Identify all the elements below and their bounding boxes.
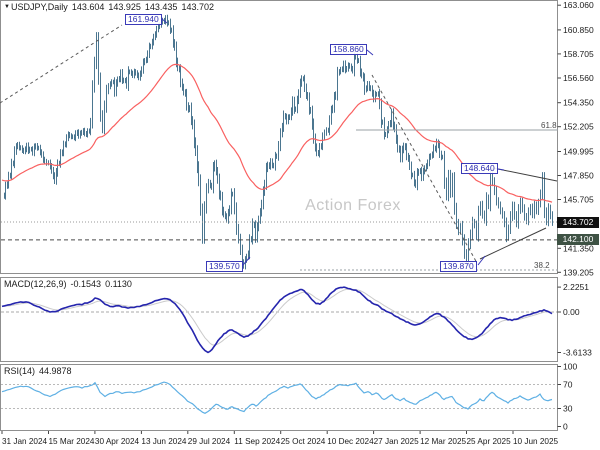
rsi-label: RSI(14) <box>4 366 36 376</box>
rsi-axis-ticks: 100 70 30 0 <box>557 362 577 432</box>
rsi-panel[interactable]: 100 70 30 0 RSI(14) 44.9878 <box>0 362 600 432</box>
price-axis-label: 139.205 <box>563 267 594 277</box>
fib-label: 61.8 <box>541 121 557 130</box>
moving-average-line[interactable] <box>1 63 553 203</box>
callout-connector <box>366 49 374 56</box>
ohlc-bars <box>4 14 553 270</box>
collapse-icon[interactable]: ▼ <box>4 4 10 10</box>
date-label: 30 Apr 2024 <box>95 437 140 446</box>
macd-chart-canvas[interactable]: 2.2251 0.00 -3.6133 <box>0 277 600 362</box>
trendline[interactable] <box>0 24 123 104</box>
rsi-header: RSI(14) 44.9878 <box>4 366 76 376</box>
rsi-axis-label: 70 <box>563 380 573 390</box>
date-label: 31 Jan 2024 <box>2 437 48 446</box>
rsi-plot-border <box>0 364 558 431</box>
price-chart-canvas[interactable]: 163.060 160.850 158.705 156.560 154.350 152.2… <box>0 0 600 277</box>
fib-label: 38.2 <box>534 261 550 270</box>
date-label: 11 Sep 2024 <box>234 437 280 446</box>
macd-label: MACD(12,26,9) <box>4 279 67 289</box>
callout-connector <box>497 168 505 171</box>
symbol-name: USDJPY,Daily <box>10 2 68 12</box>
watermark: Action Forex <box>305 197 401 214</box>
price-axis-label: 152.205 <box>563 122 594 132</box>
date-label: 13 Jun 2024 <box>141 437 187 446</box>
price-axis-label: 160.850 <box>563 25 594 35</box>
rsi-axis-label: 100 <box>563 362 577 372</box>
price-plot-border <box>0 0 558 274</box>
rsi-chart-canvas[interactable]: 100 70 30 0 <box>0 362 600 432</box>
price-axis-label: 141.350 <box>563 243 594 253</box>
price-open: 143.604 <box>71 2 105 12</box>
date-label: 10 Dec 2024 <box>327 437 374 446</box>
macd-main-value: -0.1543 <box>70 279 102 289</box>
rsi-axis-label: 0 <box>563 422 568 432</box>
price-callout[interactable]: 139.870 <box>440 261 477 272</box>
macd-line[interactable] <box>1 286 553 354</box>
time-axis[interactable]: 31 Jan 2024 15 Mar 2024 30 Apr 2024 13 Jun … <box>0 431 600 450</box>
price-close: 143.702 <box>181 2 214 12</box>
price-axis-label: 156.560 <box>563 73 594 83</box>
rsi-axis-label: 30 <box>563 404 573 414</box>
price-callout[interactable]: 161.940 <box>125 14 162 25</box>
price-badge-level: 142.100 <box>557 234 599 246</box>
price-high: 143.925 <box>108 2 141 12</box>
macd-plot-border <box>0 277 558 362</box>
date-label: 15 Mar 2024 <box>49 437 95 446</box>
rsi-value: 44.9878 <box>39 366 72 376</box>
price-badge-current: 143.702 <box>557 216 599 228</box>
date-label: 25 Apr 2025 <box>467 437 512 446</box>
callout-connector <box>477 255 486 266</box>
trendline[interactable] <box>479 227 547 260</box>
macd-axis-label: -3.6133 <box>563 348 592 358</box>
price-axis-label: 147.850 <box>563 171 594 181</box>
date-label: 12 Mar 2025 <box>420 437 466 446</box>
macd-header: MACD(12,26,9) -0.1543 0.1130 <box>4 279 136 289</box>
price-low: 143.435 <box>144 2 178 12</box>
macd-panel[interactable]: 2.2251 0.00 -3.6133 MACD(12,26,9) -0.1543 0.… <box>0 277 600 362</box>
price-callout[interactable]: 139.570 <box>206 261 243 272</box>
time-axis-canvas: 31 Jan 2024 15 Mar 2024 30 Apr 2024 13 Jun … <box>1 431 559 446</box>
rsi-line[interactable] <box>1 381 553 414</box>
date-label: 25 Oct 2024 <box>281 437 326 446</box>
callout-connector <box>161 18 168 24</box>
symbol-header: ▼USDJPY,Daily 143.604 143.925 143.435 143.70… <box>4 2 218 12</box>
price-callout[interactable]: 158.860 <box>330 44 367 55</box>
price-axis-ticks: 163.060 160.850 158.705 156.560 154.350 152.2… <box>557 0 594 277</box>
macd-axis-label: 2.2251 <box>563 282 589 292</box>
date-label: 29 Jul 2024 <box>188 437 231 446</box>
price-axis-label: 154.350 <box>563 98 594 108</box>
price-callout[interactable]: 148.640 <box>461 163 498 174</box>
price-panel[interactable]: 163.060 160.850 158.705 156.560 154.350 152.2… <box>0 0 600 277</box>
price-axis-label: 145.705 <box>563 195 594 205</box>
date-label: 10 Jun 2025 <box>513 437 559 446</box>
macd-signal-value: 0.1130 <box>105 279 132 289</box>
macd-axis-label: 0.00 <box>563 307 580 317</box>
price-axis-label: 158.705 <box>563 49 594 59</box>
macd-signal-line[interactable] <box>1 288 553 346</box>
date-label: 27 Jan 2025 <box>374 437 420 446</box>
macd-axis-ticks: 2.2251 0.00 -3.6133 <box>557 282 592 358</box>
price-axis-label: 163.060 <box>563 0 594 10</box>
callout-connector <box>242 256 251 266</box>
price-axis-label: 149.995 <box>563 147 594 157</box>
